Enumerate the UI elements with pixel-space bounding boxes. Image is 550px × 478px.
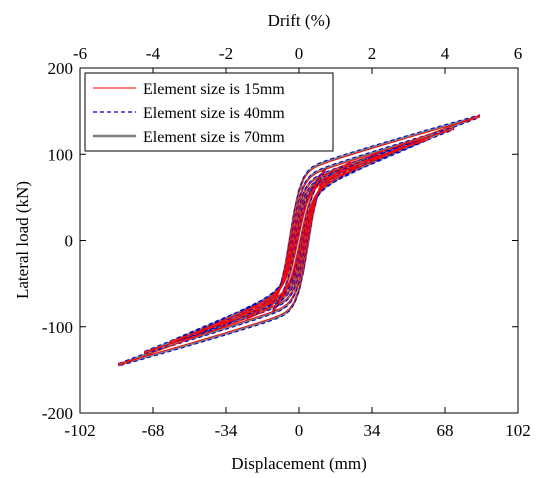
loop-2-2 [221,154,377,327]
x-tick-label-3: 0 [295,421,304,440]
y-tick-labels: 200 100 0 -100 -200 [42,59,73,423]
loop-0-2 [221,154,377,327]
legend-box [84,72,334,152]
x2-tick-label-2: -2 [219,44,233,63]
x-tick-label-2: -34 [215,421,238,440]
legend-entry-70mm: Element size is 70mm [143,129,285,146]
loop-1-6 [118,114,480,367]
x2-axis-label: Drift (%) [268,11,331,30]
x-tick-labels: -102 -68 -34 0 34 68 102 [64,421,530,440]
y-tick-label-3: -100 [42,318,73,337]
x-tick-label-1: -68 [142,421,165,440]
x2-tick-labels: -6 -4 -2 0 2 4 6 [73,44,522,63]
y-tick-label-2: 0 [65,232,74,251]
series-element-size-is-70mm [118,115,480,366]
y-tick-label-1: 100 [48,145,74,164]
series-element-size-is-40mm [118,114,480,367]
curve-layer [118,114,480,367]
loop-2-5 [143,127,455,354]
loop-1-1 [246,160,352,321]
loop-2-6 [118,115,480,366]
loop-1-5 [143,126,455,355]
legend: Element size is 15mm Element size is 40m… [84,72,334,152]
x-tick-label-5: 68 [437,421,454,440]
loop-1-3 [195,145,403,336]
loop-1-2 [221,153,377,328]
legend-entry-15mm: Element size is 15mm [143,81,285,98]
x2-tick-label-1: -4 [146,44,161,63]
loop-0-5 [143,126,455,355]
loop-0-3 [195,145,403,336]
loop-0-6 [118,114,480,367]
loop-0-4 [169,137,429,344]
loop-2-3 [195,146,403,335]
loop-1-4 [169,136,429,345]
x2-tick-label-6: 6 [514,44,523,63]
y-axis-label: Lateral load (kN) [13,181,32,299]
x-tick-label-6: 102 [505,421,531,440]
x-axis-label: Displacement (mm) [231,454,367,473]
series-element-size-is-15mm [118,114,480,367]
loop-2-1 [246,161,352,320]
loop-2-4 [169,137,429,344]
x2-tick-label-5: 4 [441,44,450,63]
x2-tick-label-4: 2 [368,44,377,63]
loop-1-0 [272,167,326,314]
y-tick-label-4: -200 [42,404,73,423]
x-tick-label-4: 34 [364,421,382,440]
x-tick-label-0: -102 [64,421,95,440]
x2-tick-label-0: -6 [73,44,87,63]
y-tick-label-0: 200 [48,59,74,78]
legend-entry-40mm: Element size is 40mm [143,105,285,122]
x2-tick-label-3: 0 [295,44,304,63]
loop-0-1 [247,160,351,321]
